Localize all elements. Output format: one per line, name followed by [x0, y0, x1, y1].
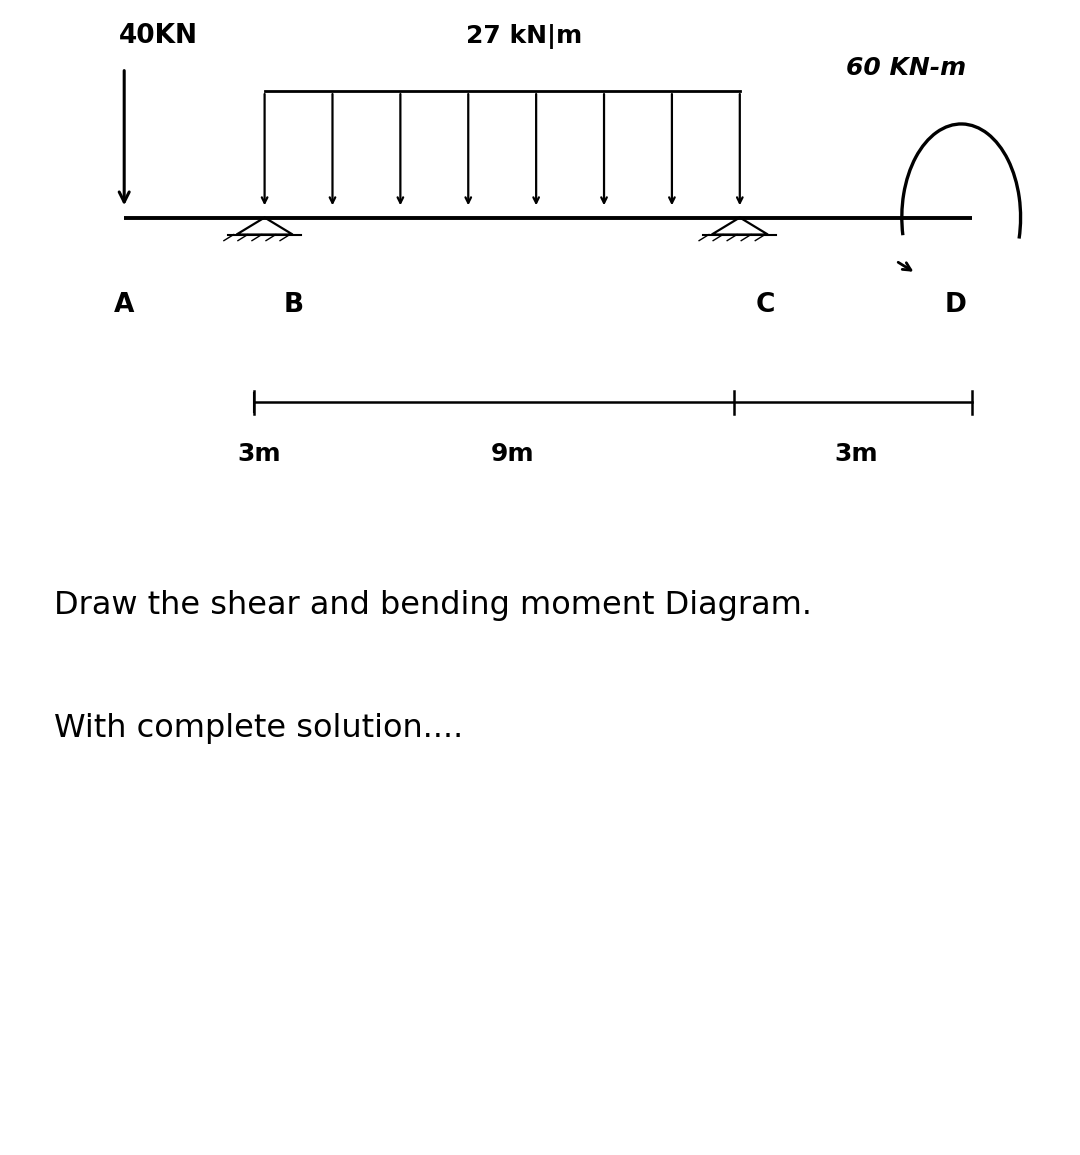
Text: 40KN: 40KN — [119, 23, 198, 50]
Text: C: C — [756, 292, 775, 319]
Text: 60 KN-m: 60 KN-m — [847, 57, 967, 80]
Text: Draw the shear and bending moment Diagram.: Draw the shear and bending moment Diagra… — [54, 590, 812, 620]
Text: B: B — [284, 292, 305, 319]
Text: 3m: 3m — [238, 442, 281, 467]
Text: D: D — [945, 292, 967, 319]
Text: 9m: 9m — [491, 442, 535, 467]
Text: With complete solution....: With complete solution.... — [54, 714, 463, 745]
Text: 3m: 3m — [834, 442, 878, 467]
Text: 27 kN|m: 27 kN|m — [465, 24, 582, 50]
Text: A: A — [114, 292, 134, 319]
